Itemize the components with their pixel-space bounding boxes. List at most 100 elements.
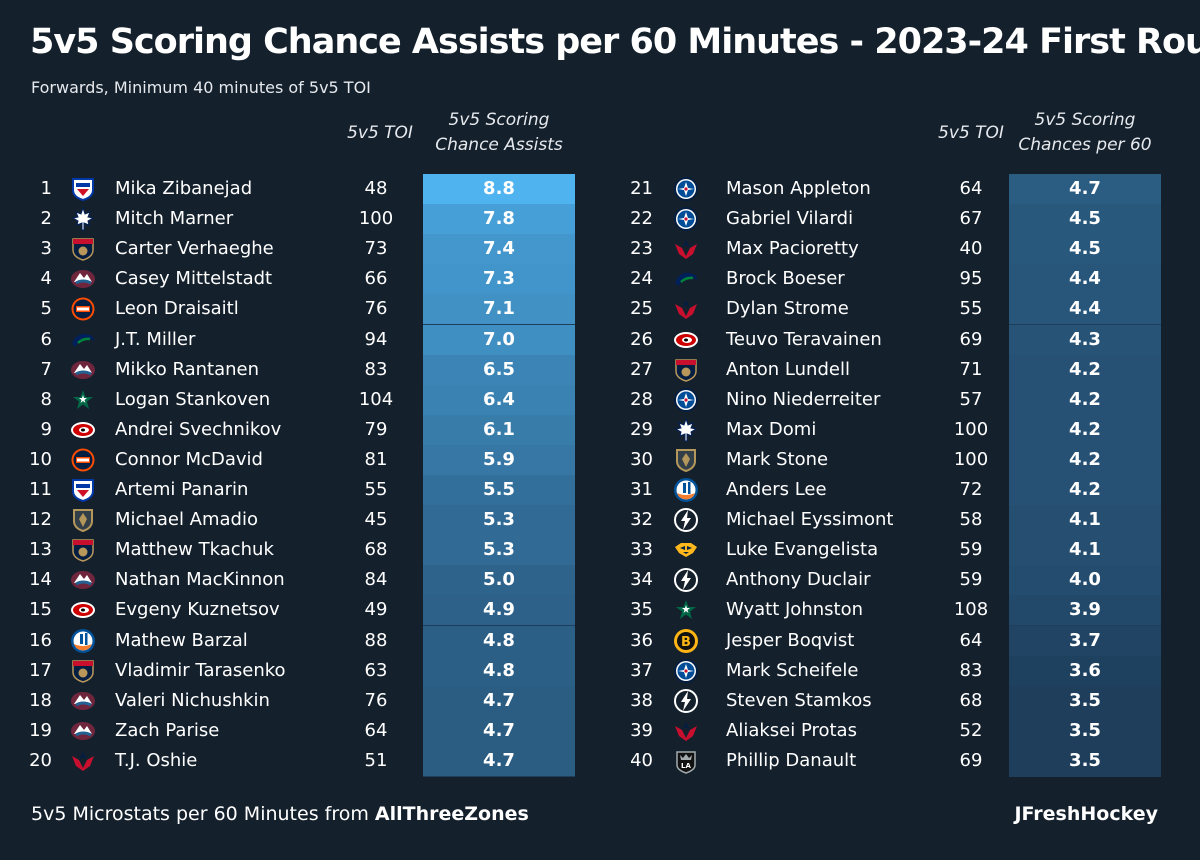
player-name: Mason Appleton (726, 178, 871, 199)
player-name: Zach Parise (115, 719, 220, 741)
rank-cell: 22 (630, 208, 653, 230)
player-name: Casey Mittelstadt (115, 268, 273, 290)
value-cell: 7.8 (423, 204, 575, 235)
left-toi-header: 5v5 TOI (347, 123, 413, 143)
toi-cell: 104 (358, 388, 394, 410)
rank-cell: 15 (29, 599, 52, 621)
stars-logo-icon (673, 597, 699, 623)
rank-cell: 21 (630, 178, 653, 199)
value-cell: 4.3 (1009, 324, 1161, 355)
value-cell: 4.2 (1009, 414, 1161, 445)
player-name: Logan Stankoven (115, 388, 271, 410)
table-row: 19 Zach Parise 64 4.7 (0, 715, 600, 746)
rank-cell: 19 (29, 719, 52, 741)
table-row: 7 Mikko Rantanen 83 6.5 (0, 354, 600, 385)
player-name: Mathew Barzal (115, 629, 248, 651)
toi-cell: 49 (364, 599, 388, 621)
toi-cell: 67 (959, 208, 983, 230)
table-row: 28 Nino Niederreiter 57 4.2 (600, 384, 1200, 415)
right-toi-header: 5v5 TOI (938, 123, 1004, 143)
table-row: 23 Max Pacioretty 40 4.5 (600, 234, 1200, 265)
rank-cell: 7 (40, 358, 52, 380)
toi-cell: 58 (959, 509, 983, 531)
value-cell: 5.9 (423, 444, 575, 475)
author-credit: JFreshHockey (1014, 803, 1158, 825)
player-name: Jesper Boqvist (726, 629, 855, 651)
value-cell: 4.8 (423, 655, 575, 686)
value-cell: 4.1 (1009, 505, 1161, 536)
value-cell: 6.4 (423, 384, 575, 415)
player-name: Nino Niederreiter (726, 388, 881, 410)
player-name: Andrei Svechnikov (115, 418, 282, 440)
toi-cell: 94 (364, 328, 388, 350)
rank-cell: 11 (29, 479, 52, 500)
table-row: 9 Andrei Svechnikov 79 6.1 (0, 414, 600, 445)
rank-cell: 29 (630, 418, 653, 440)
toi-cell: 59 (959, 539, 983, 561)
toi-cell: 81 (364, 448, 388, 470)
table-row: 39 Aliaksei Protas 52 3.5 (600, 715, 1200, 746)
table-row: 5 Leon Draisaitl 76 7.1 (0, 294, 600, 325)
maple-leafs-logo-icon (70, 206, 96, 232)
toi-cell: 69 (959, 328, 983, 350)
table-row: 30 Mark Stone 100 4.2 (600, 444, 1200, 475)
toi-cell: 68 (364, 539, 388, 561)
toi-cell: 64 (959, 178, 983, 199)
value-cell: 3.9 (1009, 595, 1161, 626)
player-name: Phillip Danault (726, 749, 857, 771)
kings-logo-icon: LA (673, 748, 699, 774)
capitals-logo-icon (673, 296, 699, 322)
rank-cell: 2 (40, 208, 52, 230)
rank-cell: 28 (630, 388, 653, 410)
avalanche-logo-icon (70, 567, 96, 593)
value-cell: 4.8 (423, 625, 575, 656)
toi-cell: 68 (959, 689, 983, 711)
chart-title: 5v5 Scoring Chance Assists per 60 Minute… (30, 22, 1200, 62)
table-row: 24 Brock Boeser 95 4.4 (600, 264, 1200, 295)
table-row: 1 Mika Zibanejad 48 8.8 (0, 174, 600, 204)
player-name: Mark Scheifele (726, 659, 859, 681)
player-name: Mikko Rantanen (115, 358, 259, 380)
player-name: Carter Verhaeghe (115, 238, 274, 260)
value-cell: 5.3 (423, 505, 575, 536)
table-row: 29 Max Domi 100 4.2 (600, 414, 1200, 445)
player-name: Valeri Nichushkin (115, 689, 270, 711)
avalanche-logo-icon (70, 688, 96, 714)
player-name: Evgeny Kuznetsov (115, 599, 280, 621)
value-cell: 5.0 (423, 565, 575, 596)
right-value-header-line1: 5v5 Scoring (1034, 110, 1136, 130)
capitals-logo-icon (70, 748, 96, 774)
jets-logo-icon (673, 206, 699, 232)
canucks-logo-icon (673, 266, 699, 292)
player-name: Gabriel Vilardi (726, 208, 854, 230)
table-row: 26 Teuvo Teravainen 69 4.3 (600, 324, 1200, 355)
rank-cell: 35 (630, 599, 653, 621)
svg-text:B: B (681, 635, 691, 650)
rank-cell: 23 (630, 238, 653, 260)
table-row: 12 Michael Amadio 45 5.3 (0, 505, 600, 536)
rank-cell: 9 (40, 418, 52, 440)
value-cell: 4.4 (1009, 294, 1161, 325)
panthers-logo-icon (673, 357, 699, 383)
rank-cell: 40 (630, 749, 653, 771)
player-name: Michael Amadio (115, 509, 258, 531)
panthers-logo-icon (70, 658, 96, 684)
value-cell: 7.3 (423, 264, 575, 295)
toi-cell: 64 (959, 629, 983, 651)
source-note: 5v5 Microstats per 60 Minutes from AllTh… (31, 803, 529, 825)
table-row: 18 Valeri Nichushkin 76 4.7 (0, 685, 600, 716)
player-name: Leon Draisaitl (115, 298, 239, 320)
toi-cell: 51 (364, 749, 388, 771)
left-value-header: 5v5 Scoring Chance Assists (423, 108, 575, 158)
value-cell: 4.2 (1009, 354, 1161, 385)
table-row: 20 T.J. Oshie 51 4.7 (0, 745, 600, 776)
player-name: Brock Boeser (726, 268, 845, 290)
golden-knights-logo-icon (673, 447, 699, 473)
player-name: Michael Eyssimont (726, 509, 894, 531)
toi-cell: 73 (364, 238, 388, 260)
value-cell: 4.4 (1009, 264, 1161, 295)
chart-subtitle: Forwards, Minimum 40 minutes of 5v5 TOI (31, 78, 371, 97)
rank-cell: 20 (29, 749, 52, 771)
rank-cell: 18 (29, 689, 52, 711)
toi-cell: 79 (364, 418, 388, 440)
